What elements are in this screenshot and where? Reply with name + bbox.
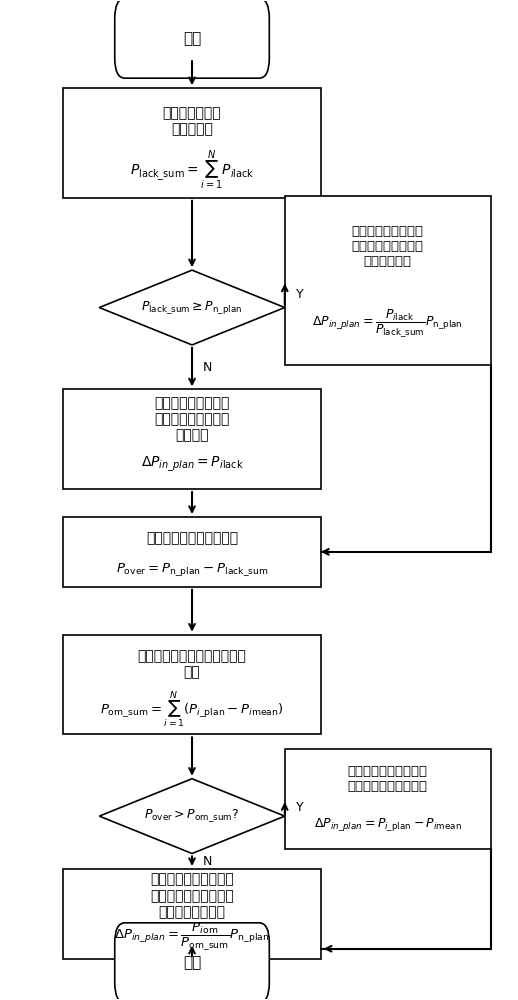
Text: $P_{\mathrm{over}} > P_{\mathrm{om\_sum}}$?: $P_{\mathrm{over}} > P_{\mathrm{om\_sum}… xyxy=(145,808,240,824)
Polygon shape xyxy=(99,270,285,345)
Text: 还需削减的计划出力总量: 还需削减的计划出力总量 xyxy=(146,531,238,545)
Text: 计算各光伏电站超均分值容量
之和: 计算各光伏电站超均分值容量 之和 xyxy=(138,649,247,680)
Bar xyxy=(63,869,321,959)
Text: 开始: 开始 xyxy=(183,31,201,46)
Bar xyxy=(285,749,491,849)
Text: 计算光伏电站空
闲容量总和: 计算光伏电站空 闲容量总和 xyxy=(163,106,221,136)
Bar xyxy=(63,88,321,198)
Text: Y: Y xyxy=(296,801,304,814)
Text: 根据各光伏电站计划值
超出均分值的比例削减
光伏电站的计划值: 根据各光伏电站计划值 超出均分值的比例削减 光伏电站的计划值 xyxy=(150,873,234,919)
FancyBboxPatch shape xyxy=(115,923,269,1000)
Bar xyxy=(63,389,321,489)
Polygon shape xyxy=(99,779,285,854)
Text: $P_{\mathrm{om\_sum}} = \sum_{i=1}^{N} (P_{i\_\mathrm{plan}} - P_{i\mathrm{mean}: $P_{\mathrm{om\_sum}} = \sum_{i=1}^{N} (… xyxy=(100,689,284,730)
Text: 按照空闲容量比削减
有空闲容量的光伏电
站出力计划值: 按照空闲容量比削减 有空闲容量的光伏电 站出力计划值 xyxy=(352,225,424,268)
Text: 超出均分值的光伏电站
计划值削减至其均分值: 超出均分值的光伏电站 计划值削减至其均分值 xyxy=(348,765,428,793)
Bar xyxy=(63,635,321,734)
Bar xyxy=(285,196,491,365)
Text: $\Delta P_{in\_plan} = P_{i\mathrm{lack}}$: $\Delta P_{in\_plan} = P_{i\mathrm{lack}… xyxy=(141,454,243,474)
Text: $P_{\mathrm{lack\_sum}} = \sum_{i=1}^{N} P_{i\mathrm{lack}}$: $P_{\mathrm{lack\_sum}} = \sum_{i=1}^{N}… xyxy=(130,148,254,192)
Bar xyxy=(63,517,321,587)
Text: N: N xyxy=(203,855,212,868)
Text: $P_{\mathrm{over}} = P_{\mathrm{n\_plan}} - P_{\mathrm{lack\_sum}}$: $P_{\mathrm{over}} = P_{\mathrm{n\_plan}… xyxy=(116,561,268,578)
Text: $\Delta P_{in\_plan} = P_{i\_\mathrm{plan}} - P_{i\mathrm{mean}}$: $\Delta P_{in\_plan} = P_{i\_\mathrm{pla… xyxy=(314,816,462,833)
Text: Y: Y xyxy=(296,288,304,301)
Text: $P_{\mathrm{lack\_sum}} \geq P_{\mathrm{n\_plan}}$: $P_{\mathrm{lack\_sum}} \geq P_{\mathrm{… xyxy=(141,299,243,316)
Text: $\Delta P_{in\_plan} = \dfrac{P_{i\mathrm{lack}}}{P_{\mathrm{lack\_sum}}} P_{\ma: $\Delta P_{in\_plan} = \dfrac{P_{i\mathr… xyxy=(312,307,463,339)
Text: 有空闲容量的光伏电
站计划值削减至其实
际出力值: 有空闲容量的光伏电 站计划值削减至其实 际出力值 xyxy=(154,396,229,442)
FancyBboxPatch shape xyxy=(115,0,269,78)
Text: 结束: 结束 xyxy=(183,955,201,970)
Text: $\Delta P_{in\_plan} = \dfrac{P_{i\mathrm{om}}}{P_{\mathrm{om\_sum}}} P_{\mathrm: $\Delta P_{in\_plan} = \dfrac{P_{i\mathr… xyxy=(114,920,270,952)
Text: N: N xyxy=(203,361,212,374)
